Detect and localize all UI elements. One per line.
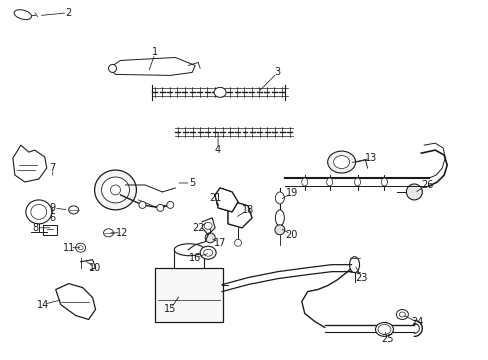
Polygon shape — [13, 145, 47, 182]
Ellipse shape — [203, 249, 212, 256]
Ellipse shape — [103, 229, 113, 237]
Ellipse shape — [110, 185, 120, 195]
Ellipse shape — [76, 243, 85, 252]
Text: 22: 22 — [191, 223, 204, 233]
Ellipse shape — [327, 151, 355, 173]
Text: 26: 26 — [420, 180, 432, 190]
Text: 15: 15 — [164, 305, 176, 315]
Text: 3: 3 — [274, 67, 281, 77]
Text: 6: 6 — [50, 213, 56, 223]
Bar — [155, 268, 223, 323]
Text: 12: 12 — [116, 228, 128, 238]
Polygon shape — [108, 58, 195, 75]
Ellipse shape — [14, 10, 32, 19]
Ellipse shape — [68, 206, 79, 214]
Ellipse shape — [139, 201, 145, 208]
Ellipse shape — [275, 210, 284, 226]
Ellipse shape — [174, 244, 203, 256]
Text: 21: 21 — [208, 193, 221, 203]
Ellipse shape — [94, 170, 136, 210]
Polygon shape — [215, 188, 238, 212]
Ellipse shape — [396, 310, 407, 319]
Text: 25: 25 — [381, 334, 393, 345]
Ellipse shape — [234, 239, 241, 246]
Ellipse shape — [381, 178, 386, 186]
Ellipse shape — [214, 87, 225, 97]
Ellipse shape — [349, 257, 359, 273]
Text: 13: 13 — [365, 153, 377, 163]
Ellipse shape — [102, 177, 129, 203]
Text: 8: 8 — [33, 223, 39, 233]
Text: 10: 10 — [89, 263, 102, 273]
Ellipse shape — [399, 312, 405, 317]
Ellipse shape — [166, 201, 173, 208]
Ellipse shape — [108, 64, 116, 72]
Text: 11: 11 — [62, 243, 75, 253]
Text: 1: 1 — [152, 48, 158, 58]
Ellipse shape — [31, 204, 47, 219]
Ellipse shape — [274, 225, 285, 235]
Ellipse shape — [326, 178, 332, 186]
Ellipse shape — [78, 246, 83, 250]
Text: 14: 14 — [37, 300, 49, 310]
Ellipse shape — [203, 222, 212, 229]
Text: 23: 23 — [355, 273, 367, 283]
Ellipse shape — [354, 178, 360, 186]
Ellipse shape — [375, 323, 393, 336]
Ellipse shape — [301, 178, 307, 186]
Text: 9: 9 — [50, 203, 56, 213]
Ellipse shape — [26, 200, 52, 224]
Ellipse shape — [157, 204, 163, 211]
Text: 19: 19 — [285, 188, 297, 198]
Ellipse shape — [205, 233, 215, 243]
Text: 20: 20 — [285, 230, 297, 240]
Ellipse shape — [200, 246, 216, 259]
Polygon shape — [56, 284, 95, 319]
Text: 24: 24 — [410, 318, 423, 328]
Ellipse shape — [275, 192, 284, 204]
Ellipse shape — [406, 184, 422, 200]
Ellipse shape — [377, 324, 390, 334]
Text: 2: 2 — [65, 8, 72, 18]
Text: 17: 17 — [213, 238, 226, 248]
Polygon shape — [227, 202, 251, 228]
Text: 16: 16 — [189, 253, 201, 263]
Bar — [174, 250, 203, 268]
Text: 18: 18 — [242, 205, 254, 215]
Ellipse shape — [333, 156, 349, 168]
Text: 4: 4 — [215, 145, 221, 155]
Text: 5: 5 — [189, 178, 195, 188]
Text: 7: 7 — [49, 163, 56, 173]
